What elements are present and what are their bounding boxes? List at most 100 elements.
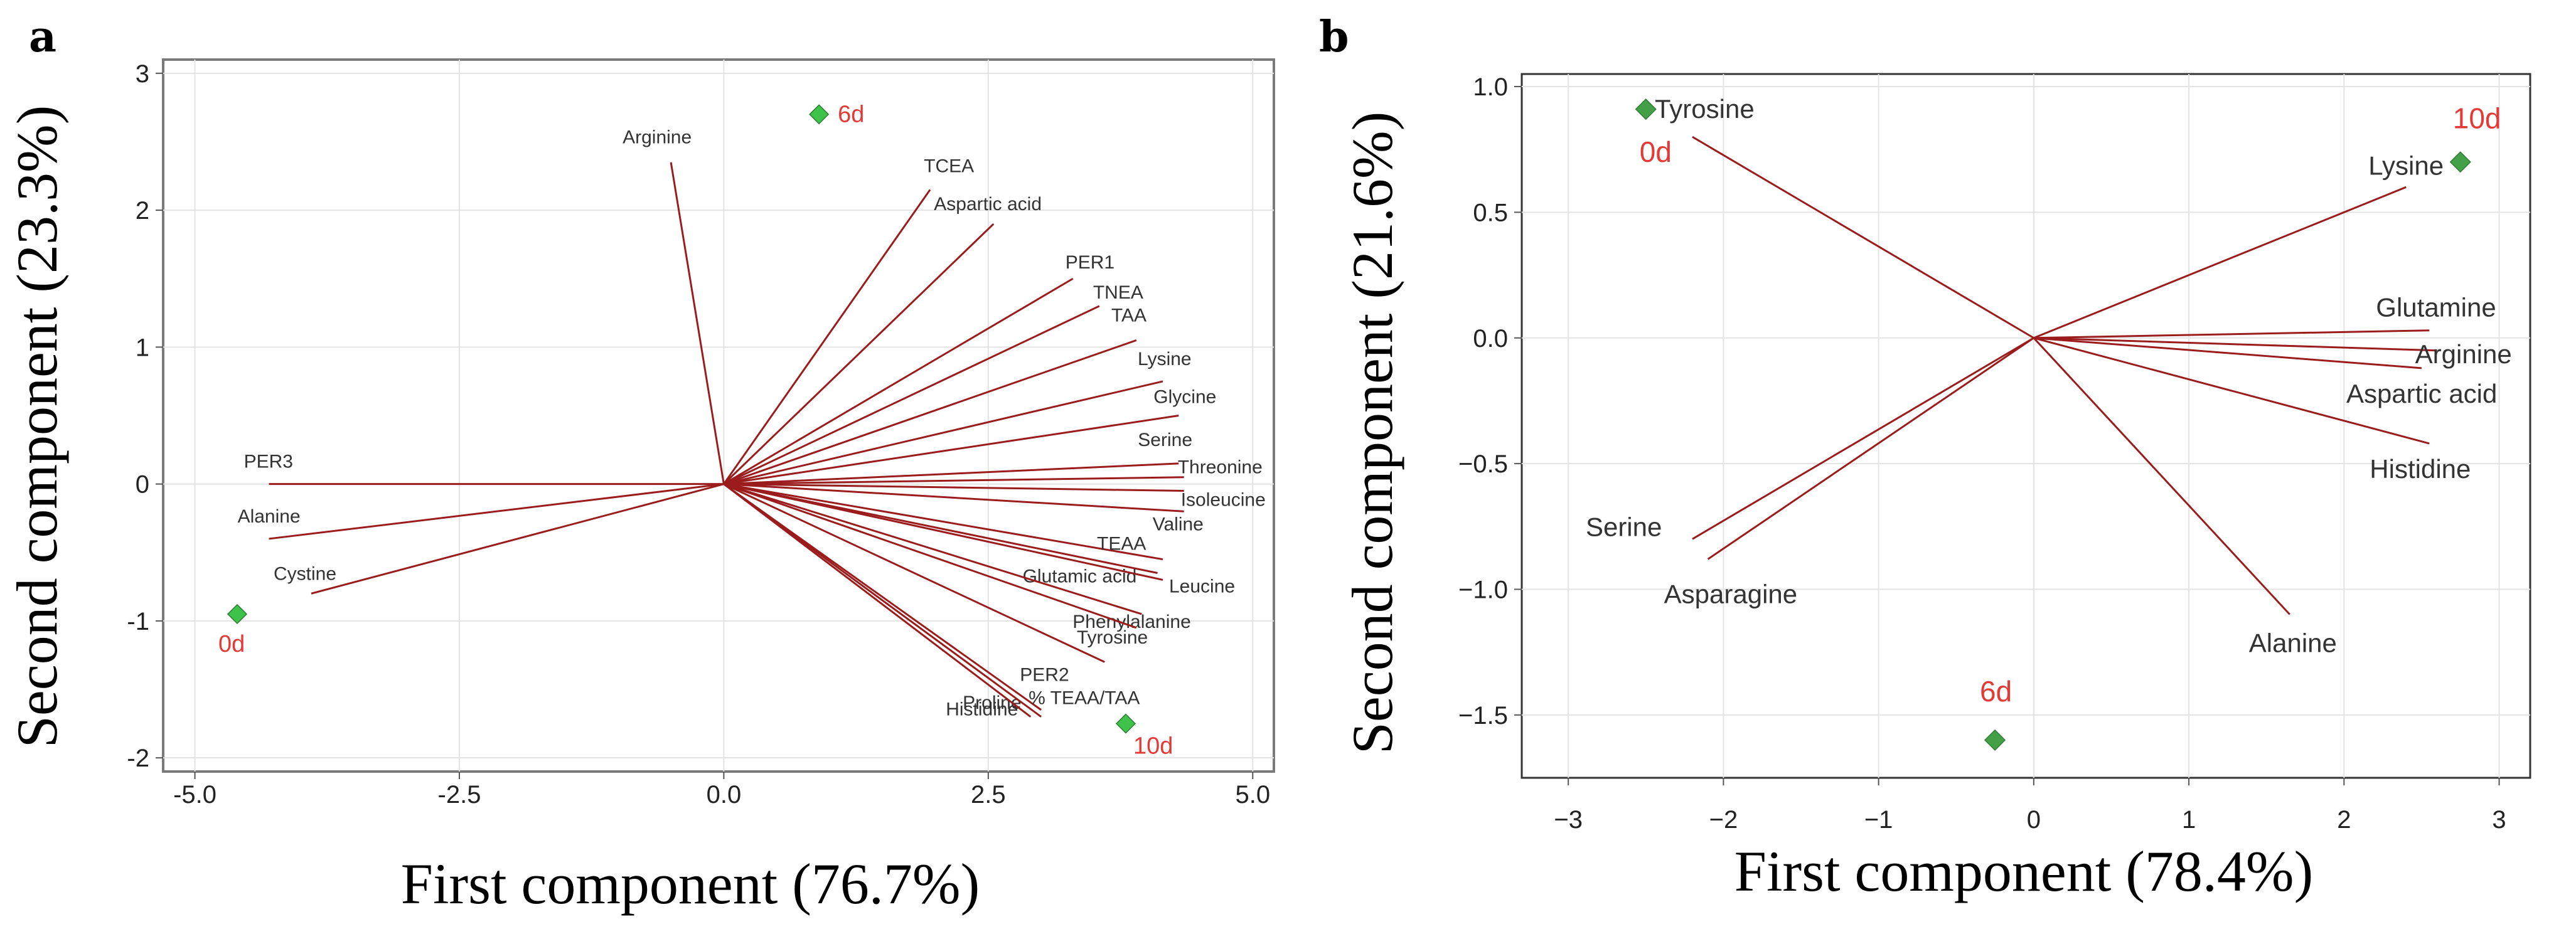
score-label-10d: 10d — [1133, 733, 1173, 760]
loading-vector-valine — [724, 483, 1184, 512]
x-tick-label: -5.0 — [173, 781, 216, 809]
loading-vector-asparagine — [1707, 337, 2034, 560]
x-tick-label: 3 — [2492, 806, 2506, 834]
loading-vector-alanine — [269, 483, 724, 540]
y-tick-label: 1.0 — [1473, 73, 1508, 101]
x-axis-title-a: First component (76.7%) — [401, 852, 980, 916]
y-tick-label: 3 — [136, 60, 149, 88]
loading-vector-arginine — [2033, 337, 2437, 352]
x-axis-ticks-a: -5.0 -2.5 0.0 2.5 5.0 — [173, 772, 1270, 809]
loading-label: Alanine — [2249, 629, 2337, 658]
x-tick-label: 2 — [2337, 806, 2351, 834]
y-tick-label: -2 — [127, 745, 149, 772]
score-point-0d — [1635, 98, 1657, 120]
y-tick-label: 0.5 — [1473, 199, 1508, 226]
y-tick-label: −1.5 — [1458, 702, 1508, 730]
loading-vector-histidine — [723, 483, 1032, 718]
loading-label: Serine — [1586, 512, 1662, 541]
loading-vector-aspartic-acid — [2033, 337, 2422, 369]
y-axis-title-a: Second component (23.3%) — [5, 105, 69, 748]
loading-vector-tyrosine — [723, 483, 1137, 629]
loading-vector-alanine — [2033, 337, 2290, 615]
y-axis-ticks-b: 1.0 0.5 0.0 −0.5 −1.0 −1.5 — [1458, 73, 1522, 730]
loading-label: Alanine — [238, 506, 301, 527]
loading-vector-lysine — [2033, 186, 2407, 339]
loading-label: Glycine — [1153, 387, 1216, 408]
score-point-10d — [1115, 713, 1136, 734]
score-label-0d: 0d — [1640, 135, 1672, 168]
score-label-10d: 10d — [2453, 102, 2501, 134]
y-tick-label: 0 — [136, 471, 149, 499]
loading-label: PER3 — [244, 452, 293, 472]
loading-label: Threonine — [1178, 457, 1263, 478]
loading-label: Isoleucine — [1181, 490, 1266, 511]
loading-label: PER2 — [1020, 664, 1069, 685]
loading-label: TNEA — [1093, 282, 1143, 303]
loading-label: Phenylalanine — [1072, 612, 1190, 632]
score-points-a: 6d 0d 10d — [218, 101, 1173, 759]
y-tick-label: 2 — [136, 197, 149, 225]
loading-vector-glycine — [724, 415, 1179, 486]
y-tick-label: −0.5 — [1458, 450, 1508, 478]
y-tick-label: 0.0 — [1473, 325, 1508, 353]
x-tick-label: 5.0 — [1235, 781, 1270, 809]
y-tick-label: −1.0 — [1458, 576, 1508, 603]
loading-vector-serine — [724, 462, 1179, 486]
loading-label: Histidine — [946, 699, 1018, 720]
loading-label: Aspartic acid — [2346, 379, 2497, 408]
loading-vector-per2 — [723, 483, 1105, 663]
loading-label: Valine — [1153, 514, 1204, 534]
x-axis-ticks-b: −3 −2 −1 0 1 2 3 — [1554, 778, 2506, 834]
plot-frame-a — [162, 58, 1275, 773]
loading-vector-phenylalanine — [723, 483, 1142, 615]
score-label-6d: 6d — [1980, 675, 2012, 708]
loading-vector-leucine — [724, 483, 1163, 581]
score-point-0d — [227, 603, 248, 625]
loading-label: Lysine — [2368, 151, 2444, 180]
panel-a: a -5.0 -2.5 0.0 2.5 5.0 -2 -1 0 1 2 3 Arginine TCE… — [5, 12, 1275, 916]
loading-vector-tyrosine — [1692, 135, 2034, 339]
loading-vector-isoleucine — [724, 483, 1184, 492]
x-tick-label: −2 — [1709, 806, 1738, 834]
score-points-b: 0d 10d 6d — [1635, 98, 2501, 751]
loading-vector-glutamine — [2033, 329, 2430, 339]
loading-vector-threonine — [724, 476, 1184, 486]
score-point-6d — [809, 104, 830, 125]
loading-label: Arginine — [623, 127, 692, 148]
loading-vector-histidine — [2033, 337, 2430, 445]
loading-label: % TEAA/TAA — [1029, 688, 1140, 709]
x-tick-label: −3 — [1554, 806, 1583, 834]
loading-label: Arginine — [2415, 339, 2512, 369]
loading-vector-teaa — [724, 483, 1163, 561]
x-tick-label: 0 — [2027, 806, 2041, 834]
loading-vector-serine — [1692, 337, 2034, 540]
loading-label: Leucine — [1169, 576, 1235, 597]
loading-vector-per1 — [723, 277, 1074, 485]
loading-label: PER1 — [1066, 252, 1114, 273]
x-tick-label: −1 — [1864, 806, 1893, 834]
plot-frame-b — [1520, 73, 2531, 779]
grid-b — [1522, 74, 2530, 778]
panel-letter-b: b — [1319, 12, 1349, 62]
loading-label: Glutamine — [2376, 293, 2496, 322]
loading-label: Lysine — [1138, 349, 1192, 369]
loading-vector-taa — [723, 339, 1137, 486]
loading-vector-arginine — [670, 162, 725, 484]
panel-letter-a: a — [29, 12, 56, 62]
x-tick-label: 0.0 — [707, 781, 742, 809]
loading-label: TCEA — [924, 156, 974, 176]
y-axis-ticks-a: -2 -1 0 1 2 3 — [127, 60, 163, 772]
x-axis-title-b: First component (78.4%) — [1734, 839, 2313, 903]
loading-vector-cystine — [311, 483, 724, 595]
loading-label: Cystine — [274, 563, 336, 584]
loading-label: TAA — [1111, 305, 1146, 326]
x-tick-label: 2.5 — [971, 781, 1006, 809]
grid-a — [163, 60, 1274, 772]
loading-vector-tnea — [723, 305, 1100, 485]
loading-vectors-b: Tyrosine Lysine Glutamine Arginine Aspartic … — [1586, 94, 2512, 657]
score-label-6d: 6d — [838, 101, 864, 127]
loading-label: Tyrosine — [1655, 94, 1755, 124]
score-point-10d — [2449, 151, 2471, 173]
